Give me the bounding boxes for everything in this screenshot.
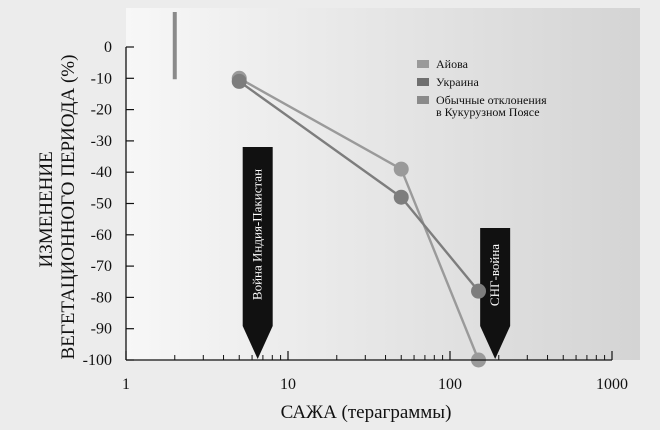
series-group bbox=[231, 70, 487, 368]
x-tick-label: 1 bbox=[122, 376, 130, 393]
data-point bbox=[231, 73, 247, 89]
y-tick-label: -60 bbox=[91, 227, 112, 244]
x-tick-label: 1000 bbox=[596, 376, 628, 393]
y-axis-title-line-1: ИЗМЕНЕНИЕ bbox=[36, 151, 57, 267]
x-tick-label: 10 bbox=[280, 376, 296, 393]
y-tick-label: -100 bbox=[83, 352, 112, 369]
y-tick-label: -30 bbox=[91, 133, 112, 150]
y-tick-label: -20 bbox=[91, 102, 112, 119]
x-ticks: 1 10 100 1000 bbox=[122, 351, 628, 393]
y-tick-label: -90 bbox=[91, 321, 112, 338]
y-axis-title: ИЗМЕНЕНИЕ ВЕГЕТАЦИОННОГО ПЕРИОДА (%) bbox=[36, 55, 79, 360]
x-tick-label: 100 bbox=[438, 376, 462, 393]
y-tick-label: 0 bbox=[104, 39, 112, 56]
legend-label: Украина bbox=[436, 75, 479, 89]
legend-swatch bbox=[417, 96, 429, 104]
y-tick-label: -10 bbox=[91, 70, 112, 87]
y-ticks: 0 -10 -20 -30 -40 -50 -60 -70 -80 -90 -100 bbox=[83, 39, 134, 369]
event-arrow bbox=[242, 147, 273, 359]
y-tick-label: -70 bbox=[91, 258, 112, 275]
legend-swatch bbox=[417, 78, 429, 86]
legend-label: Обычные отклонения bbox=[436, 93, 547, 107]
legend-label: в Кукурузном Поясе bbox=[436, 105, 540, 119]
event-label: Война Индия-Пакистан bbox=[250, 169, 265, 300]
y-tick-label: -40 bbox=[91, 164, 112, 181]
data-point bbox=[471, 283, 487, 299]
legend-label: Айова bbox=[436, 57, 469, 71]
x-axis-title: САЖА (тераграммы) bbox=[281, 402, 452, 423]
y-tick-label: -50 bbox=[91, 196, 112, 213]
annotations: Война Индия-Пакистан СНГ-война bbox=[172, 12, 511, 359]
data-point bbox=[393, 189, 409, 205]
event-arrow bbox=[480, 228, 511, 359]
data-point bbox=[393, 161, 409, 177]
y-tick-label: -80 bbox=[91, 289, 112, 306]
y-axis-title-line-2: ВЕГЕТАЦИОННОГО ПЕРИОДА (%) bbox=[58, 55, 79, 360]
legend-swatch bbox=[417, 60, 429, 68]
event-label: СНГ-война bbox=[487, 244, 502, 306]
